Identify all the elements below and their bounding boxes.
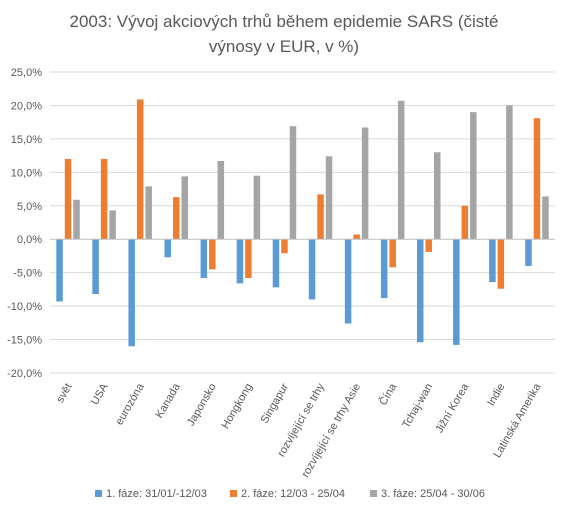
bar: [56, 239, 63, 302]
bar: [100, 158, 108, 240]
category-labels: svět USA eurozóna Kanada Japonsko Hongkong Sin…: [54, 380, 544, 479]
bar: [253, 175, 261, 240]
bar: [64, 158, 72, 240]
bar: [308, 239, 316, 300]
bar: [497, 239, 505, 289]
bar: [425, 239, 432, 252]
bar: [236, 239, 244, 284]
category-label: svět: [54, 382, 74, 405]
bar: [173, 197, 180, 240]
bar: [73, 199, 80, 240]
bar: [542, 196, 549, 240]
category-label: USA: [89, 381, 111, 407]
y-tick-label: -5,0%: [13, 268, 42, 280]
bar: [325, 156, 333, 240]
y-tick-label: 10,0%: [11, 167, 42, 179]
bar: [245, 239, 252, 279]
bar: [164, 239, 171, 258]
bar: [128, 239, 135, 347]
bar: [109, 210, 116, 240]
bar: [289, 126, 297, 240]
category-label: Kanada: [153, 381, 183, 421]
bar: [461, 205, 469, 240]
bar: [533, 118, 541, 240]
bar: [344, 239, 352, 324]
category-label: eurozóna: [113, 381, 147, 427]
category-label: Hongkong: [220, 382, 255, 431]
y-tick-label: 0,0%: [17, 234, 42, 246]
y-tick-label: 15,0%: [11, 134, 42, 146]
bar: [136, 99, 144, 240]
bar: [217, 160, 225, 240]
category-label: Indie: [485, 381, 507, 408]
legend-label: 2. fáze: 12/03 - 25/04: [241, 488, 345, 500]
bar: [92, 239, 99, 295]
chart-title-line-2: výnosy v EUR, v %): [209, 37, 359, 56]
bar: [272, 239, 280, 288]
legend-swatch: [95, 490, 102, 497]
bar: [397, 100, 405, 240]
bar: [489, 239, 496, 283]
y-tick-label: 5,0%: [17, 201, 42, 213]
bar: [380, 239, 388, 299]
y-tick-label: 25,0%: [11, 67, 42, 79]
legend-swatch: [230, 490, 237, 497]
bar: [434, 152, 441, 240]
y-tick-label: -15,0%: [7, 335, 42, 347]
bar: [353, 234, 360, 240]
bar: [361, 127, 369, 240]
bar: [209, 239, 216, 270]
bar: [281, 239, 288, 254]
bar: [145, 186, 152, 240]
bar: [470, 112, 477, 240]
bar: [200, 239, 208, 279]
chart-title-line-1: 2003: Vývoj akciových trhů během epidemi…: [70, 12, 499, 31]
category-label: Čína: [376, 380, 399, 407]
y-tick-label: -20,0%: [7, 368, 42, 380]
category-label: Singapur: [259, 381, 292, 425]
y-tick-label: 20,0%: [11, 100, 42, 112]
y-tick-label: -10,0%: [7, 301, 42, 313]
bar: [417, 239, 424, 343]
legend: 1. fáze: 31/01/-12/03 2. fáze: 12/03 - 25…: [95, 488, 485, 500]
y-axis-ticks: 25,0% 20,0% 15,0% 10,0% 5,0% 0,0% -5,0% -10,0% -…: [7, 67, 42, 380]
legend-label: 3. fáze: 25/04 - 30/06: [381, 488, 485, 500]
bars: [56, 99, 549, 347]
bar: [389, 239, 396, 268]
bar: [181, 176, 188, 240]
legend-swatch: [370, 490, 377, 497]
gridlines: [50, 71, 555, 374]
bar: [317, 194, 324, 240]
bar: [506, 105, 513, 240]
legend-label: 1. fáze: 31/01/-12/03: [106, 488, 207, 500]
bar: [525, 239, 532, 266]
bar: [453, 239, 460, 345]
category-label: Tchaj-wan: [400, 382, 435, 431]
category-label: Japonsko: [185, 382, 219, 429]
category-label: Jižní Korea: [434, 381, 472, 435]
